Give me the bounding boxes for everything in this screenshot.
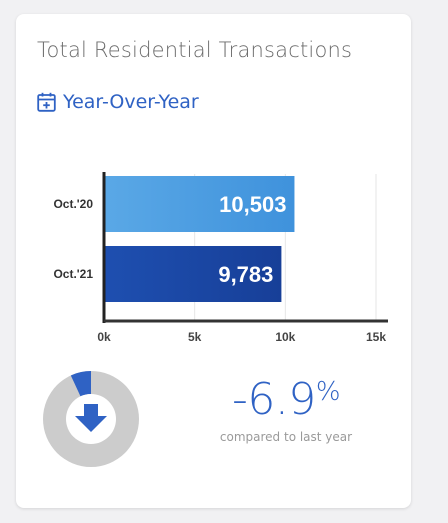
transactions-card: Total Residential Transactions Year-Over… (16, 14, 411, 508)
period-label-text: Year-Over-Year (63, 91, 199, 113)
x-tick-label-0: 0k (97, 330, 111, 344)
card-title: Total Residential Transactions (37, 38, 353, 62)
x-tick-label-3: 15k (366, 330, 386, 344)
x-tick-label-1: 5k (188, 330, 202, 344)
bar-value-label-0: 10,503 (219, 192, 286, 217)
bar-value-label-1: 9,783 (218, 262, 273, 287)
arrow-down-icon (75, 404, 107, 432)
category-label-1: Oct.'21 (53, 267, 93, 281)
change-number: -6.9 (231, 374, 316, 425)
calendar-plus-icon (37, 92, 56, 112)
bar-1 (105, 246, 282, 302)
period-label: Year-Over-Year (37, 91, 199, 113)
change-donut (43, 371, 139, 467)
change-summary: -6.9% compared to last year (206, 378, 366, 445)
category-label-0: Oct.'20 (53, 197, 93, 211)
change-unit: % (315, 377, 341, 407)
change-caption: compared to last year (219, 430, 353, 444)
x-tick-label-2: 10k (275, 330, 295, 344)
bar-chart: 10,503 Oct.'20 9,783 Oct.'21 0k 5k 10k 15k (53, 172, 388, 344)
bar-0 (105, 176, 295, 232)
change-value: -6.9% (206, 378, 366, 422)
donut-slice (70, 371, 91, 397)
